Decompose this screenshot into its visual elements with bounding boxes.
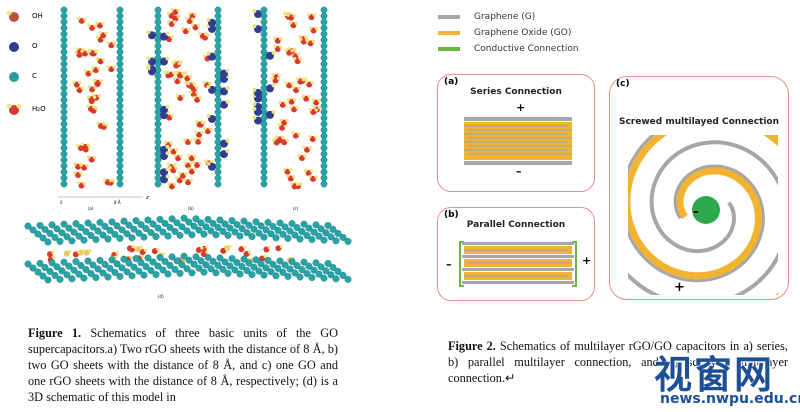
series-stack (464, 117, 572, 165)
axis-label-z: z (146, 195, 149, 201)
figure-1-svg (6, 6, 352, 284)
figure-2-caption: Figure 2. Schematics of multilayer rGO/G… (448, 338, 788, 386)
legend-label-oh: OH (32, 12, 43, 20)
figure-1-caption: Figure 1. Schematics of three basic unit… (28, 325, 338, 405)
panel-label-c: (c) (293, 206, 299, 211)
panel-parallel-title: Parallel Connection (466, 220, 566, 230)
legend-go-label: Graphene Oxide (GO) (474, 28, 572, 38)
legend-label-c: C (32, 72, 37, 80)
legend-graphene: Graphene (G) (438, 12, 535, 22)
legend-c-icon (9, 72, 19, 82)
graphene-swatch (438, 15, 460, 19)
figure-2-caption-label: Figure 2. (448, 339, 496, 353)
legend-conductive-label: Conductive Connection (474, 44, 579, 54)
panel-label-d: (d) (158, 294, 164, 299)
legend-o-icon (9, 42, 19, 52)
axis-tick-0: 0 (60, 200, 63, 205)
conductive-swatch (438, 47, 460, 51)
panel-parallel-tag: (b) (444, 210, 459, 220)
screwed-spiral (628, 135, 778, 295)
panel-label-a: (a) (88, 206, 94, 211)
panel-series: (a) Series Connection + – (437, 74, 595, 192)
figure-2-caption-text: Schematics of multilayer rGO/GO capacito… (448, 339, 788, 385)
panel-screwed-tag: (c) (616, 79, 630, 89)
figure-1-caption-label: Figure 1. (28, 326, 82, 340)
series-plus: + (516, 101, 526, 114)
panel-screwed-title: Screwed multilayed Connection (618, 117, 780, 127)
axis-tick-8: 8 Å (114, 200, 121, 205)
panel-parallel: (b) Parallel Connection – + (437, 207, 595, 301)
go-swatch (438, 31, 460, 35)
panel-series-tag: (a) (444, 77, 459, 87)
screwed-minus: - (693, 204, 699, 220)
parallel-plus: + (582, 254, 592, 267)
figure-1-caption-text: Schematics of three basic units of the G… (28, 326, 339, 404)
legend-graphene-label: Graphene (G) (474, 12, 536, 22)
screwed-core (692, 196, 720, 224)
panel-screwed: (c) Screwed multilayed Connection - + (609, 76, 789, 300)
legend-label-h2o: H₂O (32, 105, 46, 113)
watermark-url: news.nwpu.edu.cn (660, 391, 800, 407)
legend-go: Graphene Oxide (GO) (438, 28, 571, 38)
parallel-stack (459, 241, 577, 287)
screwed-plus: + (674, 280, 685, 295)
parallel-minus: – (446, 258, 452, 271)
legend-oh-icon (6, 10, 19, 22)
figure-1-image (0, 0, 360, 310)
panel-series-title: Series Connection (470, 87, 562, 97)
legend-conductive: Conductive Connection (438, 44, 579, 54)
watermark-title: 视窗网 (654, 353, 775, 397)
legend-label-o: O (32, 42, 38, 50)
panel-label-b: (b) (188, 206, 194, 211)
legend-h2o-icon (6, 103, 22, 115)
series-minus: – (516, 165, 522, 178)
